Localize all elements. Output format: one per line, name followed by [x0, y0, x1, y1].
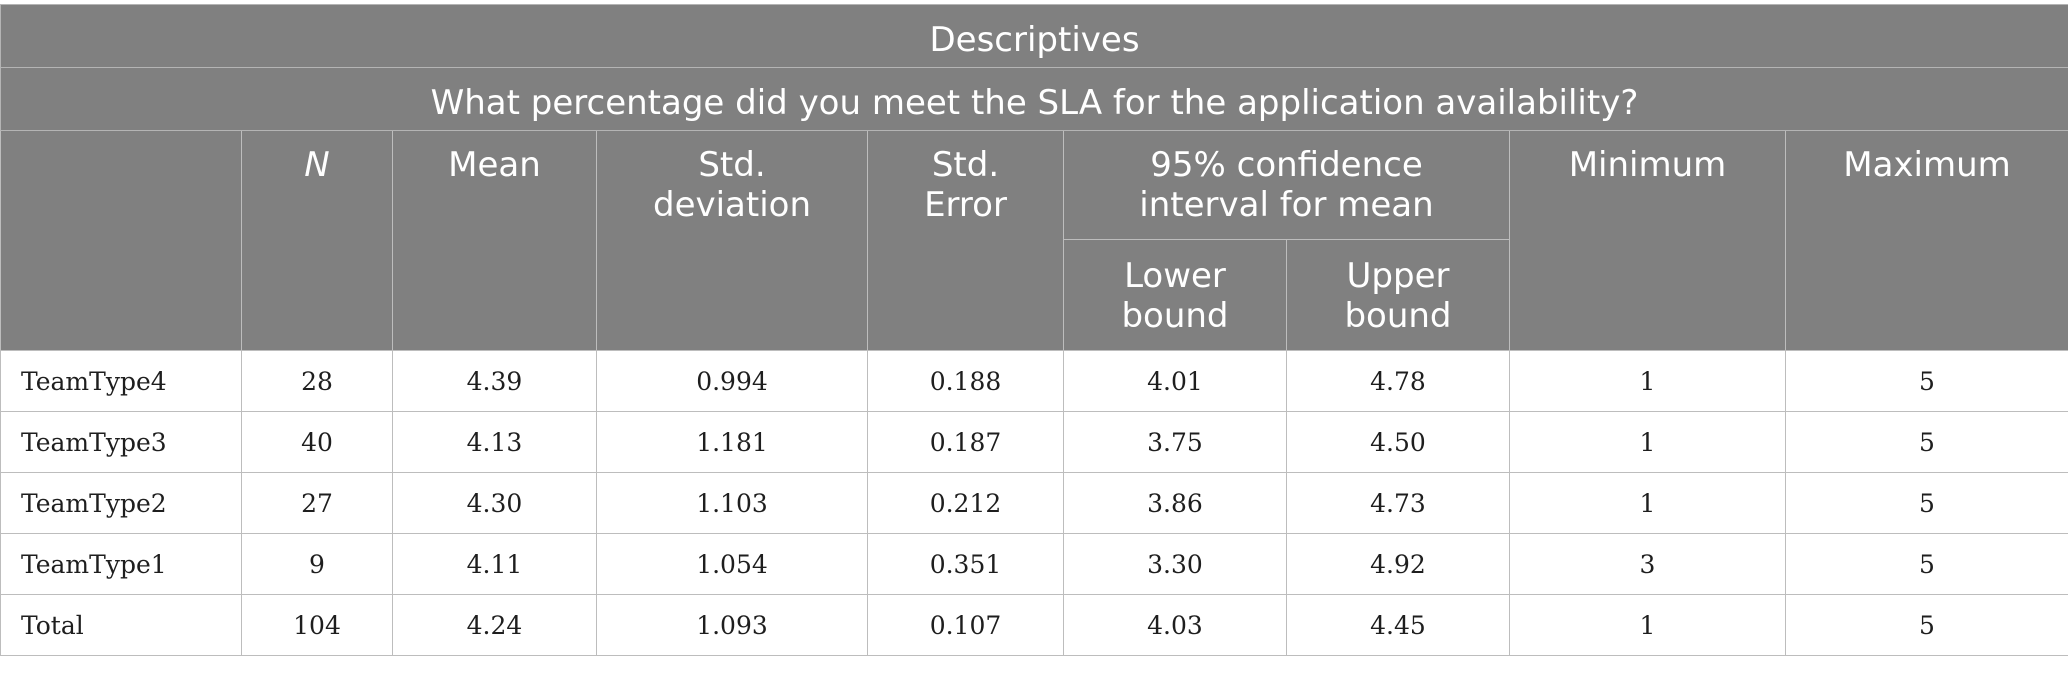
table-row: TeamType4 28 4.39 0.994 0.188 4.01 4.78 …	[0, 350, 2068, 412]
cell-std-deviation: 1.103	[596, 472, 868, 534]
cell-upper-bound: 4.50	[1286, 411, 1510, 473]
row-label: TeamType4	[0, 350, 242, 412]
header-mean: Mean	[392, 130, 597, 351]
descriptives-table: Descriptives What percentage did you mee…	[0, 4, 2068, 656]
row-label: TeamType3	[0, 411, 242, 473]
header-lower-line2: bound	[1121, 296, 1229, 336]
table-row: TeamType2 27 4.30 1.103 0.212 3.86 4.73 …	[0, 472, 2068, 534]
cell-std-error: 0.187	[867, 411, 1064, 473]
cell-std-error: 0.107	[867, 594, 1064, 656]
cell-std-deviation: 1.093	[596, 594, 868, 656]
descriptives-table-container: Descriptives What percentage did you mee…	[0, 4, 2068, 656]
table-header: Descriptives What percentage did you mee…	[0, 4, 2068, 351]
cell-minimum: 1	[1509, 350, 1786, 412]
cell-maximum: 5	[1784, 411, 2068, 473]
cell-minimum: 1	[1509, 411, 1786, 473]
header-std-deviation: Std. deviation	[596, 130, 868, 351]
cell-n: 40	[241, 411, 393, 473]
header-n: N	[241, 130, 393, 351]
cell-mean: 4.13	[392, 411, 597, 473]
table-body: TeamType4 28 4.39 0.994 0.188 4.01 4.78 …	[0, 350, 2068, 656]
row-label: TeamType1	[0, 533, 242, 595]
cell-lower-bound: 3.86	[1063, 472, 1287, 534]
cell-std-deviation: 1.054	[596, 533, 868, 595]
header-std-error-line1: Std.	[931, 145, 1000, 185]
row-label: TeamType2	[0, 472, 242, 534]
cell-upper-bound: 4.45	[1286, 594, 1510, 656]
cell-std-deviation: 0.994	[596, 350, 868, 412]
table-row: TeamType1 9 4.11 1.054 0.351 3.30 4.92 3…	[0, 533, 2068, 595]
header-lower-line1: Lower	[1124, 256, 1226, 296]
cell-mean: 4.39	[392, 350, 597, 412]
cell-minimum: 1	[1509, 472, 1786, 534]
cell-std-deviation: 1.181	[596, 411, 868, 473]
cell-mean: 4.24	[392, 594, 597, 656]
cell-maximum: 5	[1784, 533, 2068, 595]
header-maximum: Maximum	[1784, 130, 2068, 351]
cell-n: 104	[241, 594, 393, 656]
cell-minimum: 1	[1509, 594, 1786, 656]
table-question: What percentage did you meet the SLA for…	[0, 67, 2068, 131]
cell-lower-bound: 3.75	[1063, 411, 1287, 473]
header-std-error: Std. Error	[867, 130, 1064, 351]
header-std-deviation-line2: deviation	[652, 185, 812, 225]
header-upper-line2: bound	[1344, 296, 1452, 336]
table-row: Total 104 4.24 1.093 0.107 4.03 4.45 1 5	[0, 594, 2068, 656]
cell-upper-bound: 4.92	[1286, 533, 1510, 595]
cell-mean: 4.11	[392, 533, 597, 595]
header-upper-line1: Upper	[1346, 256, 1450, 296]
header-std-deviation-line1: Std.	[698, 145, 766, 185]
cell-maximum: 5	[1784, 594, 2068, 656]
table-title: Descriptives	[0, 4, 2068, 68]
cell-lower-bound: 3.30	[1063, 533, 1287, 595]
cell-lower-bound: 4.03	[1063, 594, 1287, 656]
table-row: TeamType3 40 4.13 1.181 0.187 3.75 4.50 …	[0, 411, 2068, 473]
header-lower-bound: Lower bound	[1063, 239, 1287, 351]
header-ci-line2: interval for mean	[1139, 185, 1434, 225]
header-ci-line1: 95% confidence	[1150, 145, 1423, 185]
cell-maximum: 5	[1784, 472, 2068, 534]
header-empty-cell	[0, 130, 242, 351]
cell-minimum: 3	[1509, 533, 1786, 595]
header-upper-bound: Upper bound	[1286, 239, 1510, 351]
cell-lower-bound: 4.01	[1063, 350, 1287, 412]
header-confidence-interval: 95% confidence interval for mean	[1063, 130, 1510, 240]
cell-upper-bound: 4.78	[1286, 350, 1510, 412]
header-std-error-line2: Error	[924, 185, 1007, 225]
cell-std-error: 0.212	[867, 472, 1064, 534]
header-minimum: Minimum	[1509, 130, 1786, 351]
cell-mean: 4.30	[392, 472, 597, 534]
cell-n: 27	[241, 472, 393, 534]
row-label: Total	[0, 594, 242, 656]
cell-n: 9	[241, 533, 393, 595]
cell-upper-bound: 4.73	[1286, 472, 1510, 534]
cell-std-error: 0.188	[867, 350, 1064, 412]
cell-std-error: 0.351	[867, 533, 1064, 595]
cell-maximum: 5	[1784, 350, 2068, 412]
cell-n: 28	[241, 350, 393, 412]
